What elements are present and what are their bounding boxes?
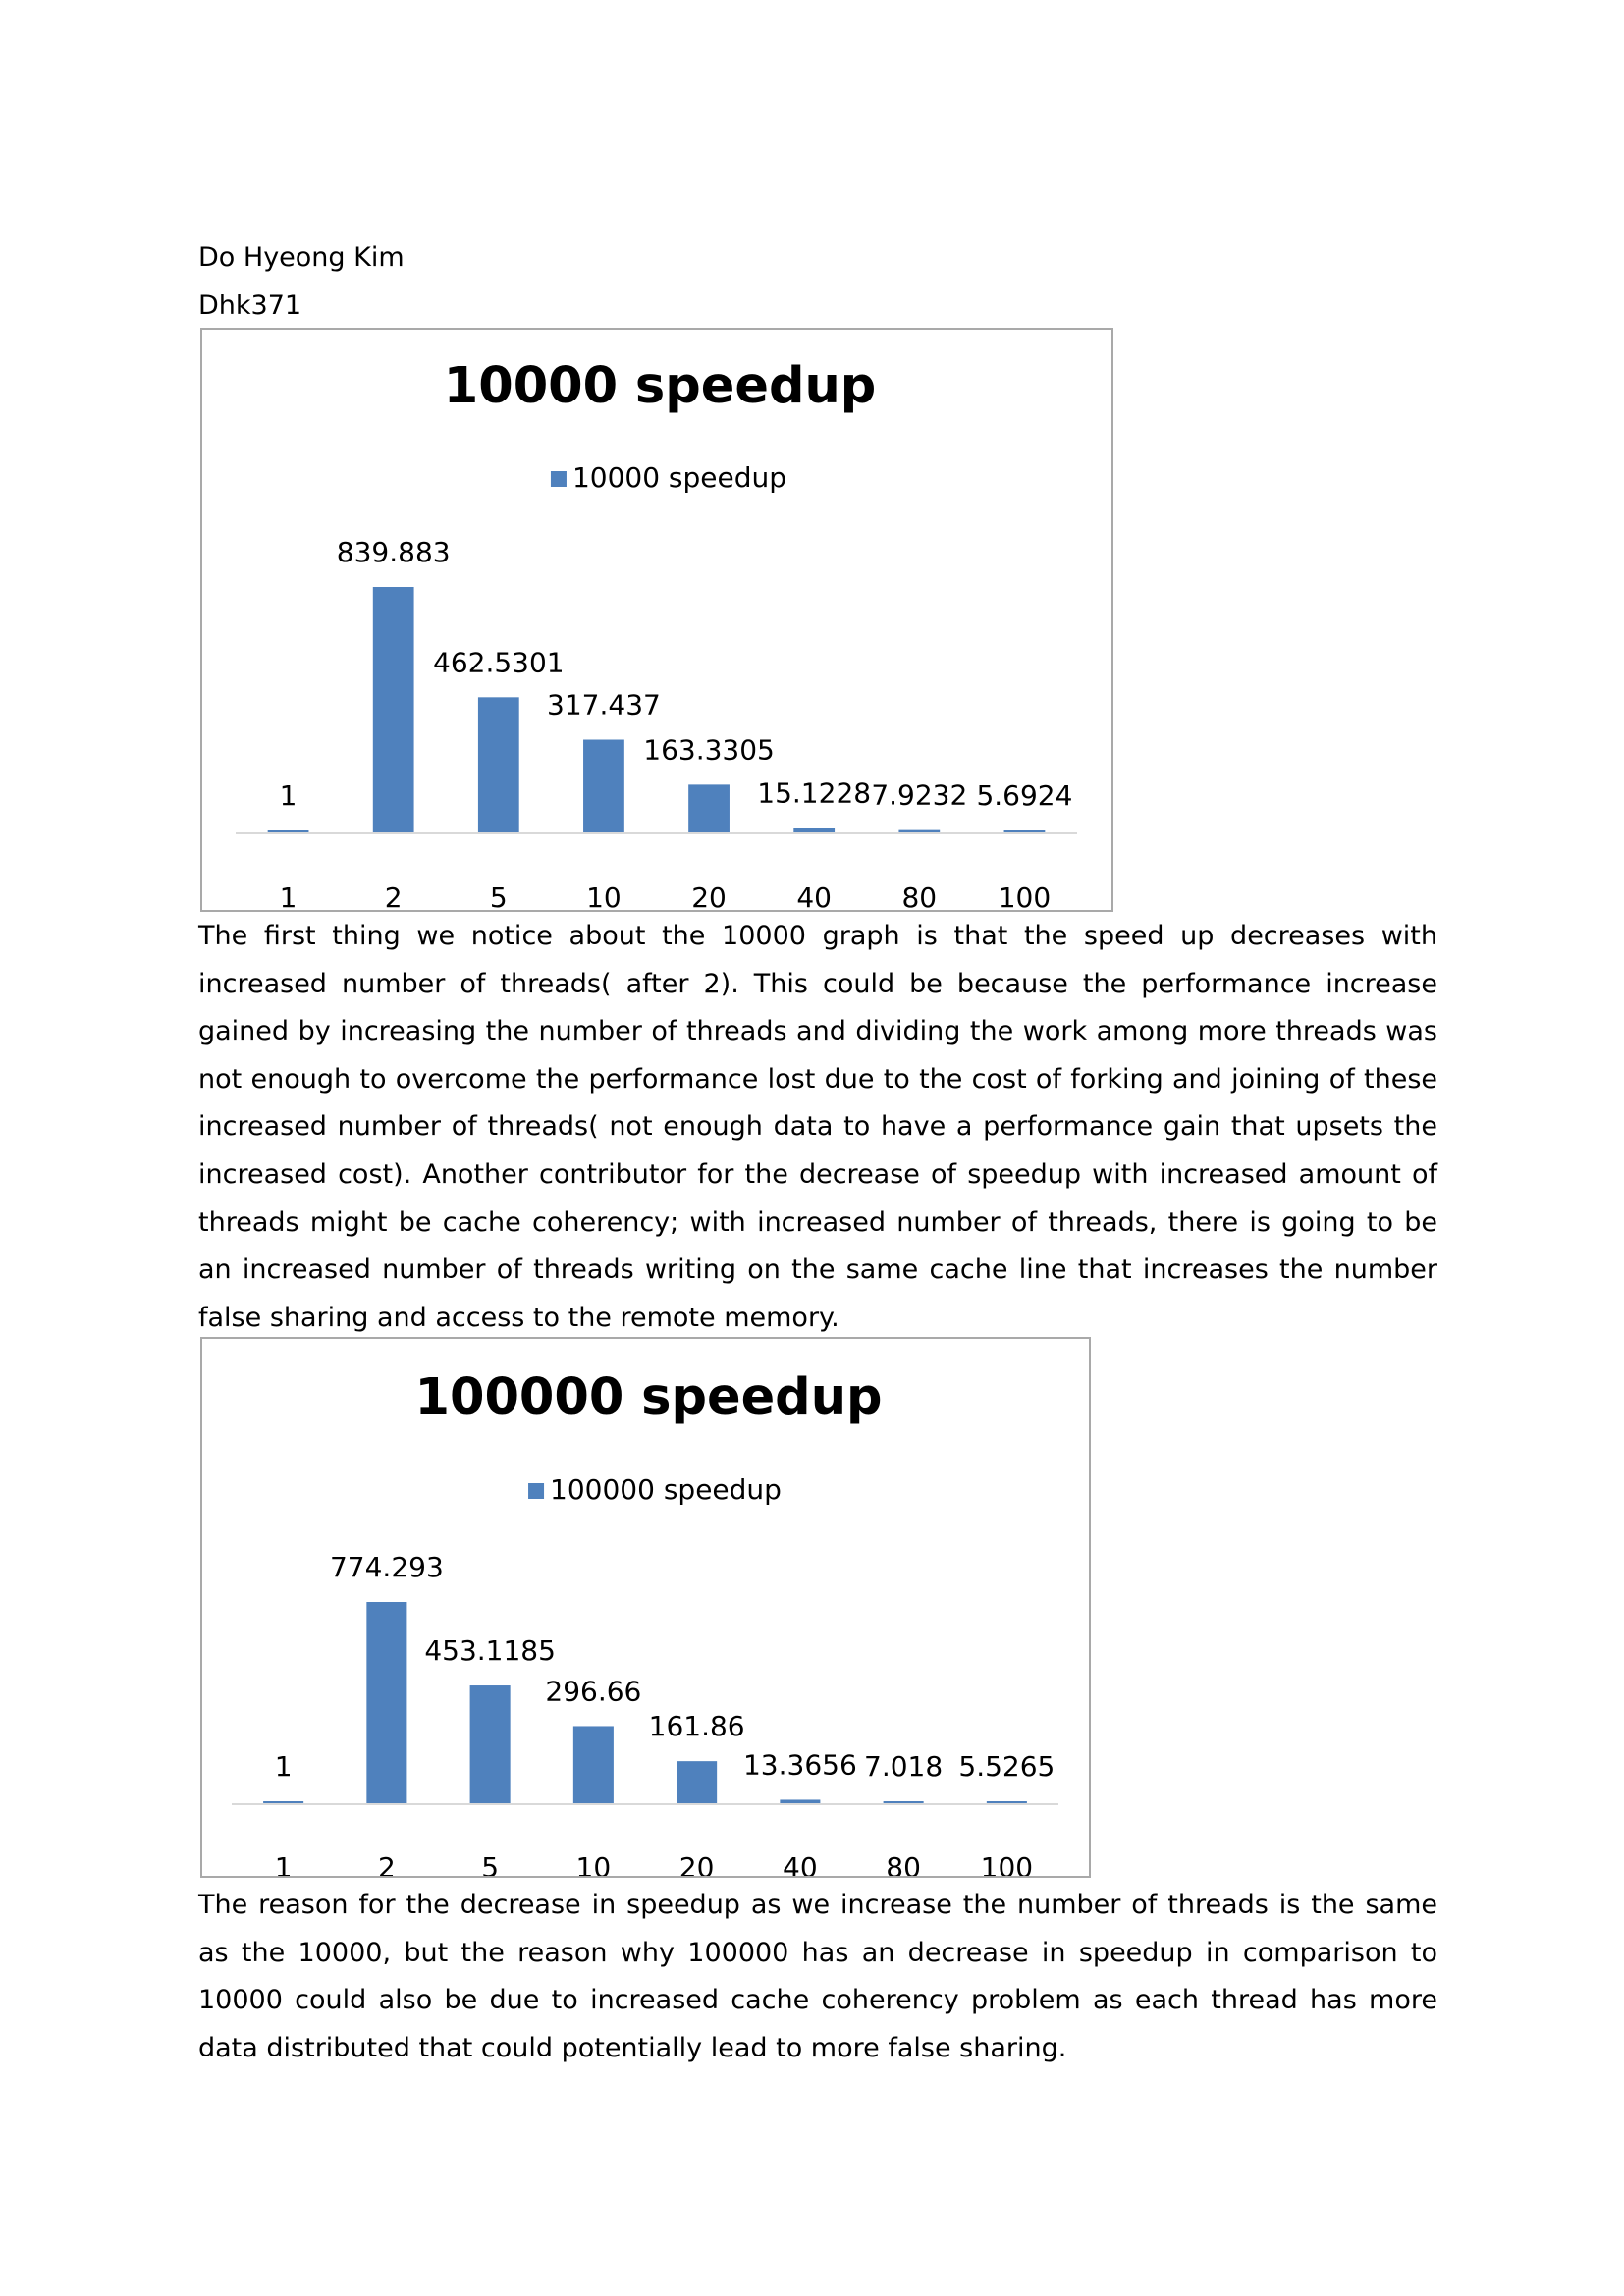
chart-10000-speedup: 10000 speedup 10000 speedup 1 1 839.883 2 462.… bbox=[200, 328, 1113, 912]
bar-5 bbox=[477, 697, 519, 832]
category-label-100: 100 bbox=[981, 1851, 1033, 1876]
bar-40 bbox=[793, 828, 836, 832]
paragraph-100000-analysis: The reason for the decrease in speedup a… bbox=[198, 1890, 1437, 2063]
category-label-20: 20 bbox=[679, 1851, 715, 1876]
bar-20 bbox=[677, 1761, 718, 1803]
bar-1 bbox=[267, 830, 309, 832]
category-label-80: 80 bbox=[901, 881, 937, 910]
data-label-10: 296.66 bbox=[545, 1675, 641, 1707]
author-name: Do Hyeong Kim bbox=[198, 242, 405, 273]
data-label-1: 1 bbox=[275, 1750, 293, 1783]
category-label-100: 100 bbox=[999, 881, 1051, 910]
category-label-40: 40 bbox=[783, 1851, 818, 1876]
chart-100000-svg: 100000 speedup 100000 speedup 1 1 774.293 2 45… bbox=[232, 1368, 1058, 1876]
chart-title: 100000 speedup bbox=[414, 1368, 882, 1426]
category-label-1: 1 bbox=[280, 881, 298, 910]
data-label-2: 774.293 bbox=[330, 1551, 444, 1583]
legend-label: 100000 speedup bbox=[550, 1473, 782, 1506]
bar-80 bbox=[898, 829, 941, 832]
data-label-2: 839.883 bbox=[337, 536, 451, 568]
data-label-100: 5.6924 bbox=[976, 779, 1072, 812]
category-label-5: 5 bbox=[481, 1851, 499, 1876]
category-label-20: 20 bbox=[691, 881, 727, 910]
data-label-20: 163.3305 bbox=[643, 733, 775, 766]
legend-label: 10000 speedup bbox=[572, 461, 786, 494]
category-label-40: 40 bbox=[796, 881, 832, 910]
data-label-40: 13.3656 bbox=[743, 1748, 857, 1781]
category-label-2: 2 bbox=[385, 881, 403, 910]
chart-title: 10000 speedup bbox=[444, 357, 877, 415]
bar-2 bbox=[372, 587, 414, 832]
data-label-5: 462.5301 bbox=[433, 646, 565, 678]
legend-swatch bbox=[550, 471, 567, 487]
bar-100 bbox=[1003, 830, 1046, 832]
category-label-5: 5 bbox=[490, 881, 508, 910]
category-label-10: 10 bbox=[576, 1851, 612, 1876]
data-label-5: 453.1185 bbox=[424, 1634, 556, 1667]
data-label-80: 7.018 bbox=[864, 1750, 943, 1783]
legend-swatch bbox=[528, 1483, 545, 1499]
category-label-80: 80 bbox=[886, 1851, 921, 1876]
data-label-40: 15.1228 bbox=[757, 776, 871, 809]
bar-100 bbox=[986, 1801, 1027, 1803]
category-label-10: 10 bbox=[586, 881, 622, 910]
chart-10000-svg: 10000 speedup 10000 speedup 1 1 839.883 2 462.… bbox=[236, 357, 1077, 910]
data-label-100: 5.5265 bbox=[958, 1750, 1055, 1783]
data-label-20: 161.86 bbox=[649, 1710, 745, 1742]
bar-2 bbox=[366, 1602, 407, 1803]
student-id: Dhk371 bbox=[198, 291, 302, 321]
data-label-1: 1 bbox=[280, 779, 298, 812]
data-label-10: 317.437 bbox=[547, 689, 661, 721]
chart-legend: 10000 speedup bbox=[550, 461, 786, 494]
bar-5 bbox=[469, 1685, 511, 1803]
bar-40 bbox=[780, 1799, 821, 1803]
bar-10 bbox=[583, 739, 624, 832]
paragraph-10000-analysis: The first thing we notice about the 1000… bbox=[198, 921, 1437, 1333]
category-label-1: 1 bbox=[275, 1851, 293, 1876]
category-label-2: 2 bbox=[378, 1851, 396, 1876]
bar-80 bbox=[883, 1801, 924, 1803]
bar-10 bbox=[572, 1726, 614, 1803]
bar-20 bbox=[688, 784, 730, 832]
chart-100000-speedup: 100000 speedup 100000 speedup 1 1 774.293 2 45… bbox=[200, 1337, 1091, 1878]
data-label-80: 7.9232 bbox=[871, 779, 967, 812]
bar-1 bbox=[263, 1801, 304, 1803]
chart-legend: 100000 speedup bbox=[528, 1473, 782, 1506]
